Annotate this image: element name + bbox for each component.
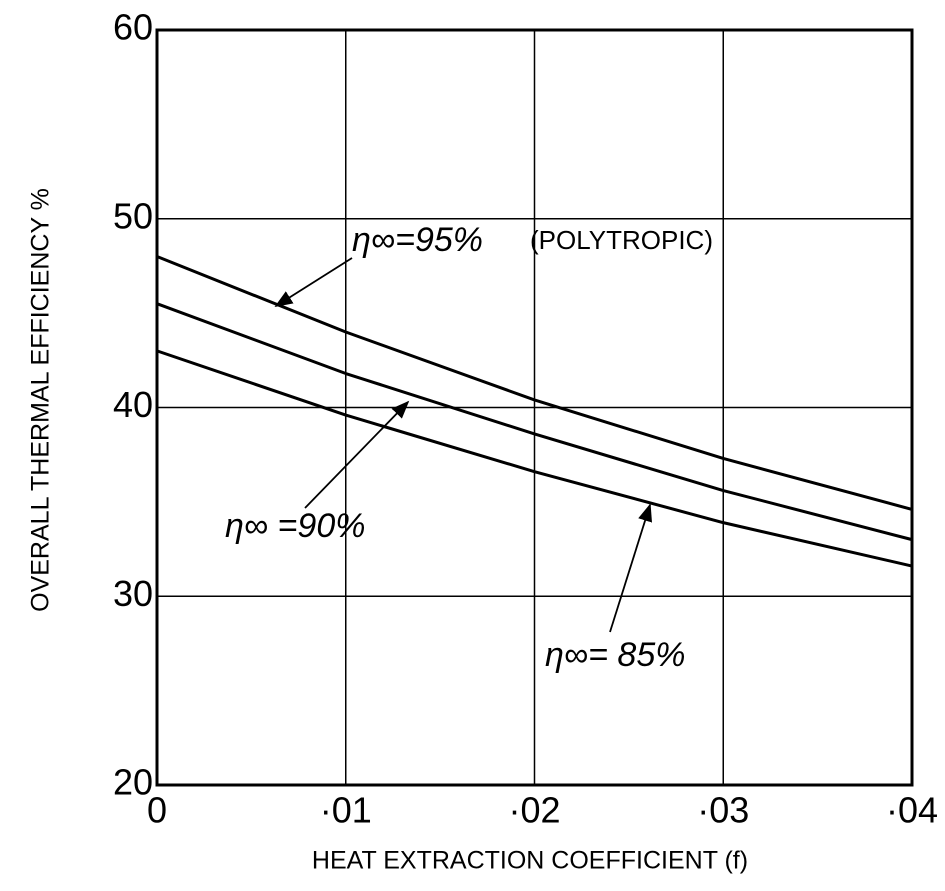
x-tick-label: ·01 (320, 790, 372, 831)
y-axis-label: OVERALL THERMAL EFFICIENCY % (27, 188, 55, 612)
series-label: η∞=95% (352, 221, 483, 259)
y-tick-label: 40 (113, 384, 153, 425)
label-arrow (274, 257, 353, 307)
x-tick-label: 0 (147, 790, 167, 831)
series-label: η∞ =90% (225, 507, 365, 545)
annotation: (POLYTROPIC) (530, 225, 713, 255)
series-line (156, 349, 913, 568)
label-arrow (609, 503, 653, 633)
y-tick-label: 20 (113, 762, 153, 803)
x-axis-label: HEAT EXTRACTION COEFFICIENT (f) (312, 847, 748, 875)
series-label: η∞= 85% (545, 636, 685, 674)
plot-frame (155, 28, 914, 787)
series-line (156, 302, 913, 542)
y-tick-label: 30 (113, 573, 153, 614)
y-tick-label: 60 (113, 7, 153, 48)
y-tick-label: 50 (113, 195, 153, 236)
x-tick-label: ·02 (508, 790, 560, 831)
x-tick-label: ·04 (886, 790, 938, 831)
label-arrow (304, 400, 410, 509)
x-tick-label: ·03 (697, 790, 749, 831)
